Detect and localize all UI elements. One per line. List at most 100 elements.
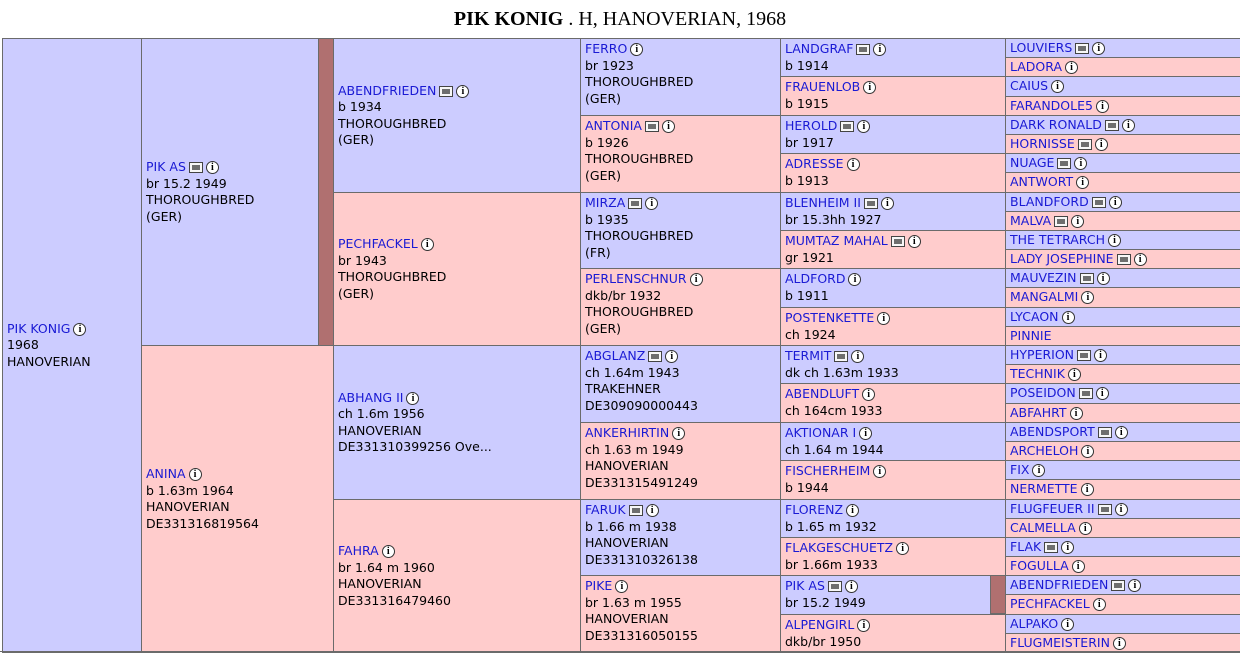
horse-name-link[interactable]: PIK AS bbox=[146, 159, 186, 174]
info-icon[interactable]: i bbox=[456, 84, 470, 98]
info-icon[interactable]: i bbox=[1061, 617, 1075, 631]
info-icon[interactable]: i bbox=[381, 545, 395, 558]
horse-name-link[interactable]: FISCHERHEIM bbox=[785, 463, 871, 478]
info-icon[interactable]: i bbox=[1074, 156, 1088, 170]
photo-icon[interactable] bbox=[890, 236, 905, 247]
horse-name-link[interactable]: ANTONIA bbox=[585, 118, 642, 133]
horse-name-link[interactable]: FLAKGESCHUETZ bbox=[785, 540, 894, 555]
horse-name-link[interactable]: CALMELLA bbox=[1010, 519, 1076, 535]
photo-icon[interactable] bbox=[856, 44, 871, 55]
info-icon[interactable]: i bbox=[1071, 559, 1085, 573]
horse-name-link[interactable]: HORNISSE bbox=[1010, 135, 1075, 151]
horse-name-link[interactable]: LADY JOSEPHINE bbox=[1010, 250, 1114, 266]
photo-icon[interactable] bbox=[1077, 138, 1092, 150]
horse-name-link[interactable]: NUAGE bbox=[1010, 154, 1055, 170]
horse-name-link[interactable]: PINNIE bbox=[1010, 327, 1052, 343]
info-icon[interactable]: i bbox=[857, 619, 871, 632]
photo-icon[interactable] bbox=[1097, 426, 1112, 438]
info-icon[interactable]: i bbox=[846, 158, 860, 171]
info-icon[interactable]: i bbox=[896, 542, 910, 555]
info-icon[interactable]: i bbox=[1108, 195, 1122, 209]
photo-icon[interactable] bbox=[628, 198, 643, 209]
info-icon[interactable]: i bbox=[1067, 367, 1081, 381]
horse-name-link[interactable]: LADORA bbox=[1010, 58, 1062, 74]
info-icon[interactable]: i bbox=[1065, 60, 1078, 74]
info-icon[interactable]: i bbox=[1095, 387, 1109, 401]
info-icon[interactable]: i bbox=[1108, 233, 1121, 247]
horse-name-link[interactable]: LOUVIERS bbox=[1010, 39, 1073, 55]
info-icon[interactable]: i bbox=[645, 197, 659, 210]
info-icon[interactable]: i bbox=[1078, 521, 1092, 535]
horse-name-link[interactable]: POSEIDON bbox=[1010, 385, 1076, 401]
horse-name-link[interactable]: ANKERHIRTIN bbox=[585, 425, 670, 440]
horse-name-link[interactable]: FERRO bbox=[585, 41, 628, 56]
photo-icon[interactable] bbox=[1078, 388, 1093, 400]
info-icon[interactable]: i bbox=[851, 350, 865, 363]
horse-name-link[interactable]: PECHFACKEL bbox=[338, 236, 418, 251]
info-icon[interactable]: i bbox=[873, 465, 887, 478]
info-icon[interactable]: i bbox=[1128, 578, 1142, 592]
horse-name-link[interactable]: FOGULLA bbox=[1010, 557, 1069, 573]
info-icon[interactable]: i bbox=[1061, 310, 1075, 324]
horse-name-link[interactable]: FLORENZ bbox=[785, 502, 844, 517]
horse-name-link[interactable]: ANTWORT bbox=[1010, 174, 1074, 190]
horse-name-link[interactable]: BLENHEIM II bbox=[785, 195, 861, 210]
horse-name-link[interactable]: FIX bbox=[1010, 461, 1030, 477]
info-icon[interactable]: i bbox=[1092, 41, 1106, 55]
photo-icon[interactable] bbox=[1079, 272, 1094, 284]
horse-name-link[interactable]: POSTENKETTE bbox=[785, 310, 875, 325]
photo-icon[interactable] bbox=[1104, 119, 1119, 131]
horse-name-link[interactable]: MIRZA bbox=[585, 195, 626, 210]
horse-name-link[interactable]: NERMETTE bbox=[1010, 481, 1078, 497]
horse-name-link[interactable]: TECHNIK bbox=[1010, 365, 1065, 381]
horse-name-link[interactable]: FLUGMEISTERIN bbox=[1010, 634, 1110, 650]
info-icon[interactable]: i bbox=[188, 468, 202, 481]
photo-icon[interactable] bbox=[1091, 196, 1106, 208]
info-icon[interactable]: i bbox=[689, 273, 703, 286]
horse-name-link[interactable]: ADRESSE bbox=[785, 156, 844, 171]
horse-name-link[interactable]: LANDGRAF bbox=[785, 41, 854, 56]
info-icon[interactable]: i bbox=[665, 350, 679, 363]
info-icon[interactable]: i bbox=[1133, 252, 1147, 266]
horse-name-link[interactable]: ALPENGIRL bbox=[785, 617, 855, 632]
horse-name-link[interactable]: PECHFACKEL bbox=[1010, 596, 1090, 612]
photo-icon[interactable] bbox=[1097, 503, 1112, 515]
info-icon[interactable]: i bbox=[645, 504, 659, 517]
photo-icon[interactable] bbox=[644, 121, 659, 132]
info-icon[interactable]: i bbox=[880, 197, 894, 210]
horse-name-link[interactable]: ABENDFRIEDEN bbox=[338, 82, 437, 98]
info-icon[interactable]: i bbox=[1112, 636, 1126, 650]
info-icon[interactable]: i bbox=[877, 312, 891, 325]
horse-name-link[interactable]: ABENDSPORT bbox=[1010, 423, 1095, 439]
horse-name-link[interactable]: MUMTAZ MAHAL bbox=[785, 233, 888, 248]
photo-icon[interactable] bbox=[1116, 253, 1131, 265]
photo-icon[interactable] bbox=[1075, 42, 1090, 54]
horse-name-link[interactable]: BLANDFORD bbox=[1010, 193, 1089, 209]
info-icon[interactable]: i bbox=[661, 120, 675, 133]
info-icon[interactable]: i bbox=[862, 388, 876, 401]
photo-icon[interactable] bbox=[834, 351, 849, 362]
info-icon[interactable]: i bbox=[406, 391, 420, 405]
horse-name-link[interactable]: ABGLANZ bbox=[585, 348, 646, 363]
info-icon[interactable]: i bbox=[846, 504, 860, 517]
horse-name-link[interactable]: HEROLD bbox=[785, 118, 838, 133]
horse-name-link[interactable]: TERMIT bbox=[785, 348, 832, 363]
horse-name-link[interactable]: FAHRA bbox=[338, 543, 379, 558]
info-icon[interactable]: i bbox=[1069, 406, 1083, 420]
info-icon[interactable]: i bbox=[844, 580, 858, 593]
horse-name-link[interactable]: PIK KONIG bbox=[7, 320, 71, 336]
horse-name-link[interactable]: ABHANG II bbox=[338, 389, 404, 405]
info-icon[interactable]: i bbox=[205, 161, 219, 174]
photo-icon[interactable] bbox=[840, 121, 855, 132]
horse-name-link[interactable]: ABENDFRIEDEN bbox=[1010, 576, 1109, 592]
horse-name-link[interactable]: ABENDLUFT bbox=[785, 386, 860, 401]
horse-name-link[interactable]: ABFAHRT bbox=[1010, 404, 1067, 420]
info-icon[interactable]: i bbox=[1071, 214, 1085, 228]
info-icon[interactable]: i bbox=[1032, 463, 1046, 477]
info-icon[interactable]: i bbox=[1114, 502, 1128, 516]
photo-icon[interactable] bbox=[1077, 349, 1092, 361]
horse-name-link[interactable]: THE TETRARCH bbox=[1010, 231, 1105, 247]
info-icon[interactable]: i bbox=[1095, 99, 1109, 113]
info-icon[interactable]: i bbox=[1121, 118, 1135, 132]
horse-name-link[interactable]: PIK AS bbox=[785, 578, 825, 593]
